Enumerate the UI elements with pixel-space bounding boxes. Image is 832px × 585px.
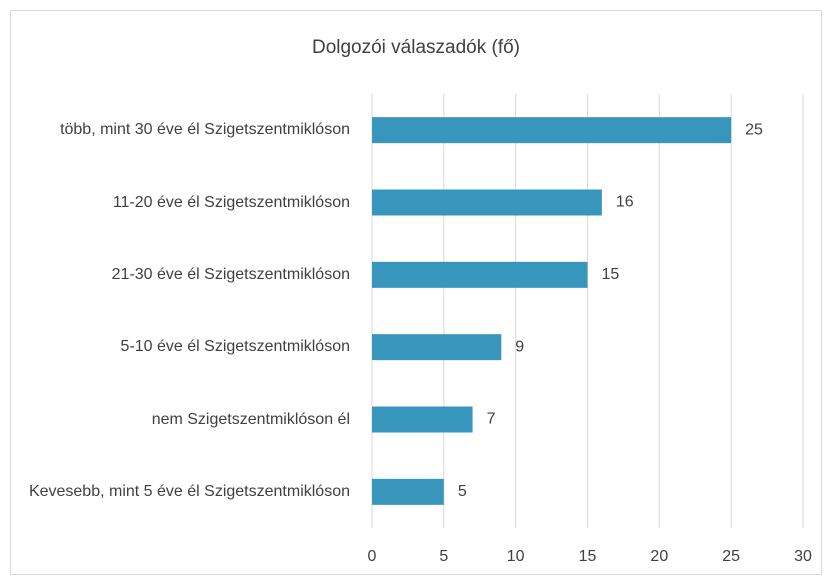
- x-tick-label: 20: [650, 548, 668, 565]
- bar: [372, 189, 602, 216]
- y-tick-label: Kevesebb, mint 5 éve él Szigetszentmikló…: [28, 482, 350, 500]
- data-label: 7: [487, 411, 496, 428]
- chart-title: Dolgozói válaszadók (fő): [312, 37, 520, 58]
- data-label: 5: [458, 483, 467, 500]
- data-label: 25: [745, 121, 763, 138]
- x-tick-label: 25: [722, 548, 740, 565]
- data-label: 15: [602, 266, 620, 283]
- y-tick-label: 5-10 éve él Szigetszentmiklóson: [120, 338, 350, 356]
- x-tick-label: 5: [439, 548, 448, 565]
- data-label: 16: [616, 194, 634, 211]
- data-label: 9: [515, 338, 524, 355]
- bar: [372, 334, 502, 361]
- y-tick-label: nem Szigetszentmiklóson él: [151, 410, 350, 428]
- x-tick-label: 15: [579, 548, 597, 565]
- bar: [372, 261, 588, 288]
- x-tick-label: 10: [507, 548, 525, 565]
- y-tick-label: több, mint 30 éve él Szigetszentmiklóson: [60, 121, 350, 139]
- bar: [372, 478, 444, 505]
- bar: [372, 406, 473, 433]
- bar: [372, 117, 732, 144]
- x-tick-label: 0: [368, 548, 377, 565]
- y-tick-label: 21-30 éve él Szigetszentmiklóson: [111, 265, 350, 283]
- y-tick-label: 11-20 éve él Szigetszentmiklóson: [112, 193, 350, 211]
- x-tick-label: 30: [794, 548, 812, 565]
